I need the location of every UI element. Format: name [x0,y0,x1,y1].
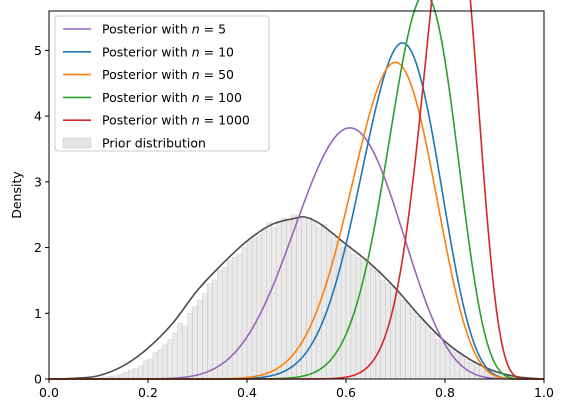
prior-hist-bar [202,293,208,380]
prior-hist-bar [266,222,272,380]
prior-hist-bar [231,257,238,380]
prior-hist-bar [251,237,258,380]
y-tick-label: 3 [34,174,42,189]
prior-hist-bar [192,306,198,380]
x-tick-label: 0.2 [138,385,158,400]
prior-hist-bar [415,316,421,380]
prior-hist-bar [345,246,352,380]
prior-hist-bar [147,359,154,380]
x-tick-label: 1.0 [534,385,554,400]
legend-entry-label: Posterior with n = 1000 [102,113,250,128]
prior-hist-bar [132,368,139,380]
prior-hist-bar [256,234,263,380]
prior-hist-bar [375,270,381,380]
x-tick-label: 0.6 [336,385,356,400]
prior-hist-bar [420,319,426,380]
prior-hist-bar [226,260,233,380]
prior-hist-bar [425,326,431,380]
legend-entry-label: Posterior with n = 100 [102,90,242,105]
prior-hist-bar [311,221,317,380]
prior-hist-bar [335,240,342,380]
x-tick-label: 0.8 [435,385,455,400]
prior-hist-bar [429,332,436,380]
prior-hist-bar [162,344,169,380]
y-tick-label: 2 [34,240,42,255]
legend-swatch-prior [62,137,92,149]
prior-kde-line [48,215,545,380]
prior-hist-bar [395,293,401,380]
legend-entry-label: Posterior with n = 5 [102,22,226,37]
prior-hist-bar [152,352,159,380]
prior-hist-bar [207,283,213,380]
prior-hist-bar [271,227,277,380]
prior-hist-bar [439,342,446,380]
prior-hist-bar [365,263,371,380]
y-axis-label: Density [9,171,24,219]
legend-box [54,15,270,152]
prior-hist-bar [236,253,243,380]
prior-hist-bar [167,339,173,380]
prior-hist-bar [127,370,134,380]
prior-hist-bar [241,247,248,380]
prior-hist-bar [182,326,188,380]
x-tick-label: 0.0 [39,385,59,400]
prior-hist-bar [172,332,178,380]
prior-hist-bar [454,352,461,380]
prior-hist-bar [212,280,218,380]
y-tick-label: 0 [34,372,42,387]
prior-hist-bar [340,247,347,380]
prior-hist-bar [410,309,416,380]
y-tick-label: 1 [34,306,42,321]
prior-hist-bar [355,257,362,380]
x-axis: 0.0 0.2 0.4 0.6 0.8 1.0 [39,379,554,400]
prior-hist-bar [187,313,193,380]
prior-hist-bar [400,299,406,380]
prior-hist-bar [276,221,282,380]
legend: Posterior with n = 5 Posterior with n = 1… [54,15,270,152]
prior-hist-bar [197,299,203,380]
legend-entry-label: Posterior with n = 50 [102,67,234,82]
plot-frame [48,10,545,380]
prior-hist-bar [380,280,386,380]
prior-hist-bar [137,365,144,380]
prior-hist-bar [123,372,129,380]
x-tick-label: 0.4 [237,385,257,400]
prior-hist-bar [246,240,253,380]
y-tick-label: 5 [34,43,42,58]
prior-hist-bar [177,322,183,380]
legend-entry-label: Prior distribution [102,136,206,151]
prior-hist-bar [296,215,302,380]
prior-hist-bar [321,224,327,380]
prior-hist-bar [434,339,441,380]
prior-hist-bar [217,270,223,380]
prior-kde [48,215,545,380]
legend-entry-label: Posterior with n = 10 [102,44,234,59]
y-axis: 0 1 2 3 4 5 [34,43,49,387]
prior-histogram [88,214,535,380]
prior-hist-bar [142,360,149,380]
prior-hist-bar [157,349,164,380]
y-tick-label: 4 [34,109,42,124]
prior-hist-bar [474,365,480,380]
prior-hist-bar [469,362,475,380]
prior-hist-bar [281,217,287,380]
prior-hist-bar [306,217,312,380]
prior-hist-bar [405,303,411,380]
